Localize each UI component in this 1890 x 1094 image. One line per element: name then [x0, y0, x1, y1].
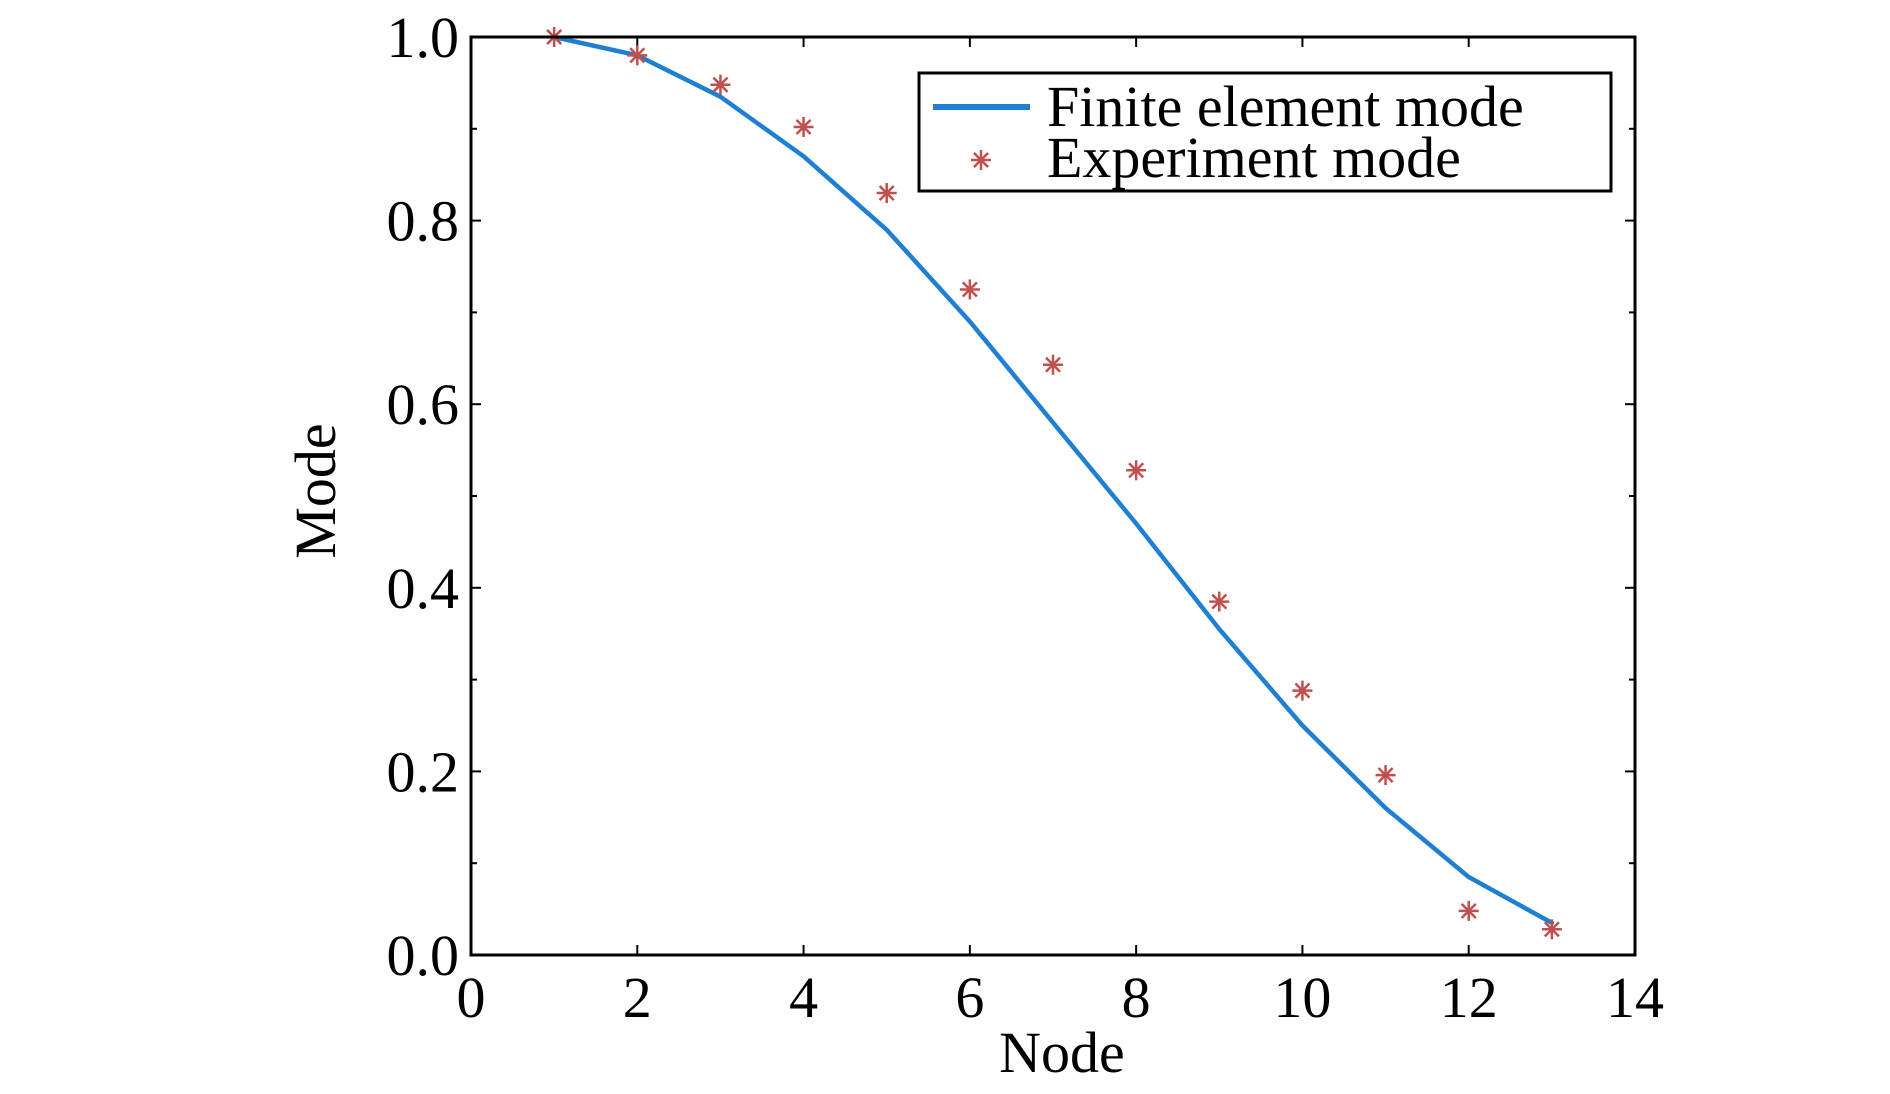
- y-axis-label: Mode: [283, 423, 348, 558]
- experiment-data-point: [1541, 919, 1562, 940]
- plot-frame: [469, 35, 1637, 957]
- asterisk-stroke: [1045, 356, 1061, 373]
- experiment-data-point: [1458, 900, 1479, 921]
- asterisk-stroke: [878, 185, 895, 202]
- x-tick-label: 10: [1273, 965, 1331, 1030]
- asterisk-stroke: [1128, 462, 1145, 479]
- y-tick-label: 0.0: [387, 923, 460, 988]
- y-tick-label: 0.6: [387, 372, 460, 437]
- series-line-finite-element-mode: [551, 34, 1555, 926]
- experiment-data-point: [1375, 765, 1396, 786]
- asterisk-stroke: [1377, 767, 1394, 784]
- legend-asterisk-marker: [971, 150, 991, 170]
- experiment-data-point: [1209, 591, 1230, 612]
- asterisk-stroke: [973, 152, 989, 168]
- experiment-data-point: [1292, 680, 1313, 701]
- experiment-data-point: [876, 183, 897, 204]
- asterisk-stroke: [795, 119, 812, 135]
- x-tick-label: 12: [1440, 965, 1498, 1030]
- legend-asterisk: [971, 150, 991, 170]
- legend: Finite element mode Experiment mode: [917, 71, 1613, 193]
- x-axis-label: Node: [999, 1020, 1125, 1085]
- asterisk-stroke: [1211, 593, 1228, 610]
- y-tick-label: 1.0: [387, 5, 460, 70]
- experiment-data-point: [959, 279, 980, 300]
- x-tick-label: 14: [1606, 965, 1664, 1030]
- experiment-data-point: [1126, 460, 1147, 481]
- x-tick-label: 8: [1122, 965, 1151, 1030]
- y-tick-label: 0.2: [387, 739, 460, 804]
- experiment-data-point: [710, 74, 731, 95]
- legend-frame: [917, 71, 1613, 193]
- asterisk-stroke: [629, 47, 646, 64]
- legend-label-experiment-mode: Experiment mode: [1047, 125, 1461, 190]
- experiment-data-point: [793, 116, 814, 137]
- asterisk-stroke: [1294, 682, 1311, 699]
- x-tick-label: 6: [955, 965, 984, 1030]
- y-tick-label: 0.8: [387, 189, 460, 254]
- y-axis-ticks: 0.0 0.2 0.4 0.6 0.8 1.0: [387, 5, 1635, 988]
- asterisk-stroke: [961, 281, 978, 298]
- experiment-data-point: [1043, 354, 1063, 375]
- y-tick-label: 0.4: [387, 556, 460, 621]
- x-tick-label: 0: [457, 965, 486, 1030]
- x-axis-ticks: 0 2 4 6 8 10 12 14: [457, 37, 1664, 1030]
- asterisk-stroke: [712, 76, 729, 93]
- asterisk-stroke: [1543, 921, 1560, 938]
- experiment-data-point: [627, 45, 648, 66]
- asterisk-stroke: [1460, 902, 1477, 919]
- series-layer: [544, 27, 1562, 940]
- legend-label-finite-element-mode: Finite element mode: [1047, 74, 1524, 139]
- x-tick-label: 2: [623, 965, 652, 1030]
- x-tick-label: 4: [789, 965, 818, 1030]
